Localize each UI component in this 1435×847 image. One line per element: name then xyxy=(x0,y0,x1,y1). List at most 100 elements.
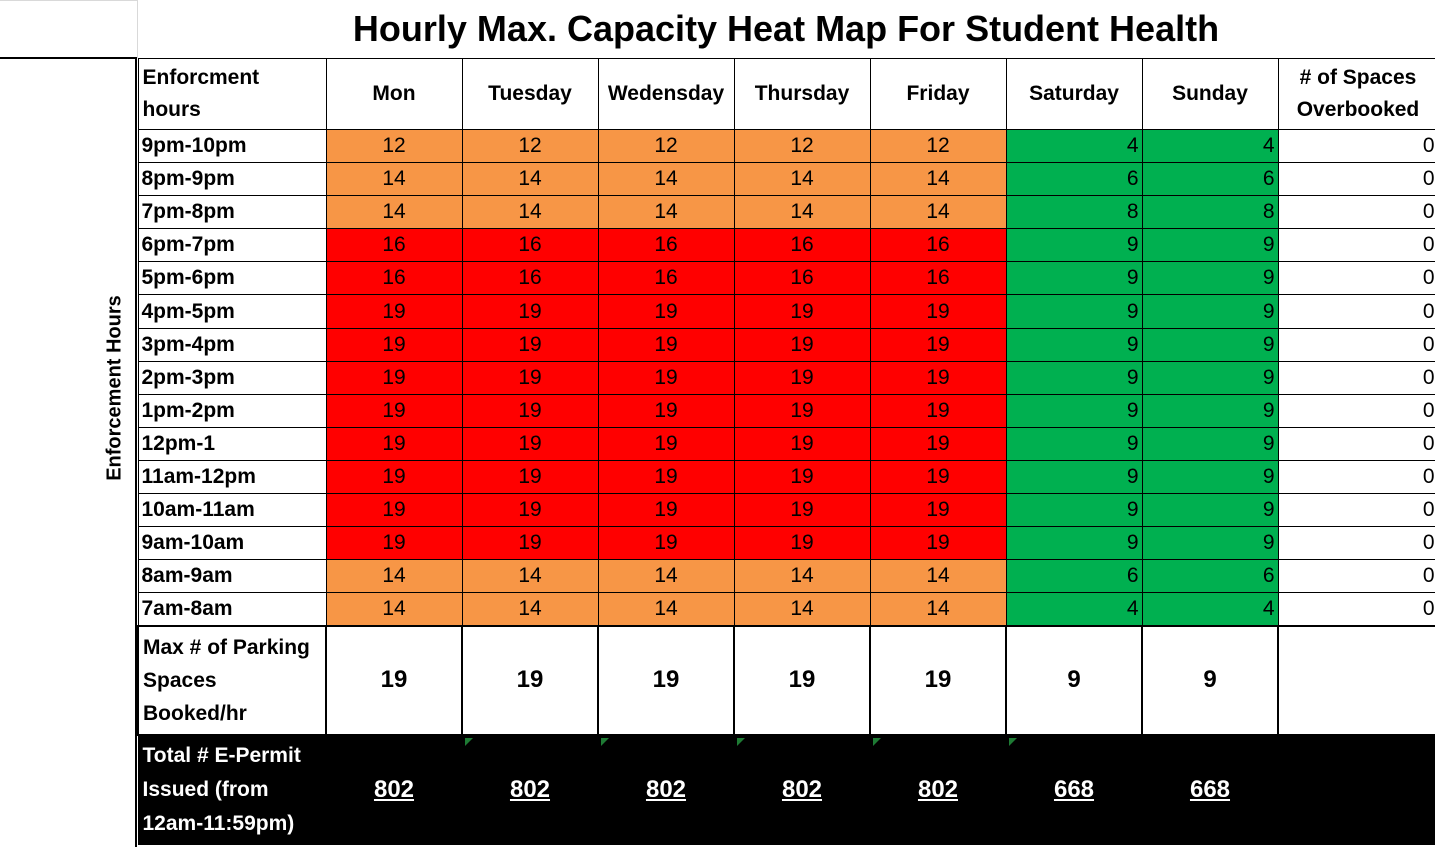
comment-marker-icon xyxy=(736,737,745,746)
max-empty-cell xyxy=(1277,624,1435,736)
heat-cell: 19 xyxy=(869,426,1007,461)
heat-cell: 19 xyxy=(733,426,871,461)
heat-cell: 9 xyxy=(1141,294,1279,329)
heat-cell: 14 xyxy=(733,559,871,594)
heat-cell: 9 xyxy=(1005,360,1143,395)
table-row: 8pm-9pm 14 14 14 14 14 6 6 0 xyxy=(137,162,1435,197)
row-header-label: Enforcment hours xyxy=(137,58,327,130)
chart-title: Hourly Max. Capacity Heat Map For Studen… xyxy=(352,8,1220,49)
heat-cell: 14 xyxy=(597,559,735,594)
comment-marker-icon xyxy=(872,737,881,746)
heat-cell: 16 xyxy=(597,261,735,296)
heat-cell: 19 xyxy=(869,393,1007,428)
max-value: 19 xyxy=(461,624,599,736)
total-value-text: 802 xyxy=(373,776,415,804)
heat-cell: 9 xyxy=(1005,261,1143,296)
heat-cell: 14 xyxy=(325,592,463,627)
total-value: 802 xyxy=(325,734,463,846)
table-row: 6pm-7pm 16 16 16 16 16 9 9 0 xyxy=(137,228,1435,263)
heat-cell: 9 xyxy=(1005,294,1143,329)
heat-cell: 8 xyxy=(1005,195,1143,230)
day-header: Saturday xyxy=(1005,58,1143,130)
heat-cell: 16 xyxy=(869,228,1007,263)
heat-cell: 9 xyxy=(1141,393,1279,428)
hour-label: 8am-9am xyxy=(137,559,327,594)
heat-cell: 19 xyxy=(597,426,735,461)
table-row: 3pm-4pm 19 19 19 19 19 9 9 0 xyxy=(137,327,1435,362)
heat-cell: 6 xyxy=(1005,162,1143,197)
total-value: 802 xyxy=(461,734,599,846)
day-header: Mon xyxy=(325,58,463,130)
day-header: Wedensday xyxy=(597,58,735,130)
max-row-label: Max # of Parking Spaces Booked/hr xyxy=(137,624,327,736)
total-value-text: 802 xyxy=(917,776,959,804)
heat-cell: 19 xyxy=(733,360,871,395)
heat-cell: 19 xyxy=(869,327,1007,362)
heat-cell: 19 xyxy=(597,327,735,362)
heat-cell: 19 xyxy=(869,493,1007,528)
heat-cell: 9 xyxy=(1005,228,1143,263)
heat-cell: 9 xyxy=(1141,360,1279,395)
hour-label: 7am-8am xyxy=(137,592,327,627)
side-label-column xyxy=(0,58,137,847)
hour-label: 4pm-5pm xyxy=(137,294,327,329)
heatmap-table: Enforcment hours Mon Tuesday Wedensday T… xyxy=(137,58,1435,846)
heat-cell: 9 xyxy=(1005,459,1143,495)
heat-cell: 19 xyxy=(325,294,463,329)
heat-cell: 14 xyxy=(325,195,463,230)
heat-cell: 6 xyxy=(1141,162,1279,197)
heat-cell: 19 xyxy=(325,426,463,461)
total-value-text: 668 xyxy=(1053,776,1095,804)
heat-cell: 9 xyxy=(1141,426,1279,461)
overbooked-cell: 0 xyxy=(1277,459,1435,495)
total-permits-row: Total # E-Permit Issued (from 12am-11:59… xyxy=(137,734,1435,846)
heat-cell: 19 xyxy=(461,327,599,362)
heat-cell: 14 xyxy=(869,592,1007,627)
heat-cell: 9 xyxy=(1005,526,1143,561)
heat-cell: 19 xyxy=(325,526,463,561)
heat-cell: 14 xyxy=(733,162,871,197)
heat-cell: 19 xyxy=(597,294,735,329)
hour-label: 6pm-7pm xyxy=(137,228,327,263)
heat-cell: 4 xyxy=(1141,128,1279,164)
hour-label: 1pm-2pm xyxy=(137,393,327,428)
heat-cell: 19 xyxy=(733,294,871,329)
heat-cell: 19 xyxy=(325,327,463,362)
heat-cell: 6 xyxy=(1141,559,1279,594)
overbooked-cell: 0 xyxy=(1277,195,1435,230)
table-row: 1pm-2pm 19 19 19 19 19 9 9 0 xyxy=(137,393,1435,428)
heat-cell: 9 xyxy=(1005,426,1143,461)
total-value: 802 xyxy=(597,734,735,846)
overbooked-cell: 0 xyxy=(1277,360,1435,395)
heat-cell: 8 xyxy=(1141,195,1279,230)
hour-label: 8pm-9pm xyxy=(137,162,327,197)
heat-cell: 19 xyxy=(597,360,735,395)
day-header: Sunday xyxy=(1141,58,1279,130)
table-row: 11am-12pm 19 19 19 19 19 9 9 0 xyxy=(137,459,1435,495)
max-value: 9 xyxy=(1005,624,1143,736)
heat-cell: 16 xyxy=(325,228,463,263)
heat-cell: 14 xyxy=(869,195,1007,230)
heat-cell: 4 xyxy=(1005,592,1143,627)
day-header: Thursday xyxy=(733,58,871,130)
side-top-border xyxy=(0,57,137,59)
heat-cell: 9 xyxy=(1141,493,1279,528)
heat-cell: 19 xyxy=(325,493,463,528)
heat-cell: 19 xyxy=(597,459,735,495)
overbooked-cell: 0 xyxy=(1277,559,1435,594)
heat-cell: 16 xyxy=(597,228,735,263)
total-value-text: 802 xyxy=(509,776,551,804)
overbooked-cell: 0 xyxy=(1277,426,1435,461)
overbooked-cell: 0 xyxy=(1277,294,1435,329)
heat-cell: 16 xyxy=(733,228,871,263)
heat-cell: 19 xyxy=(325,360,463,395)
heat-cell: 9 xyxy=(1005,327,1143,362)
heat-cell: 19 xyxy=(597,493,735,528)
heat-cell: 19 xyxy=(597,393,735,428)
heat-cell: 19 xyxy=(461,360,599,395)
heat-cell: 19 xyxy=(325,393,463,428)
spreadsheet-gridlines xyxy=(0,0,1435,58)
total-empty-cell xyxy=(1277,734,1435,846)
heat-cell: 19 xyxy=(461,294,599,329)
day-header: Friday xyxy=(869,58,1007,130)
